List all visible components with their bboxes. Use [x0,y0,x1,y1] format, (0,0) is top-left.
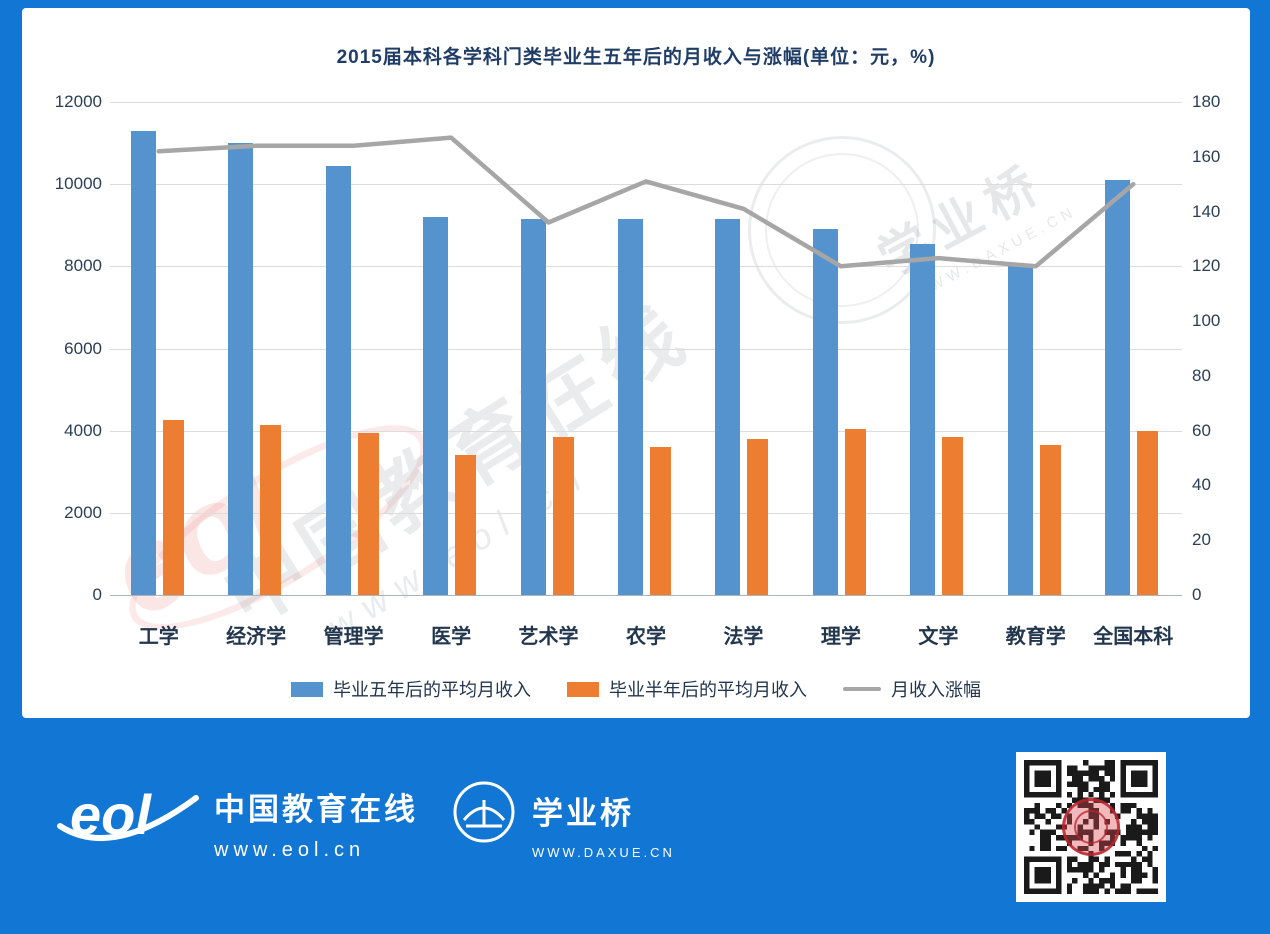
left-axis-tick: 12000 [54,92,102,111]
qr-red-seal [1062,798,1120,856]
gridline [110,184,1182,186]
category-label: 教育学 [1005,626,1066,648]
legend-item: 毕业五年后的平均月收入 [291,676,531,702]
gridline [110,102,1182,103]
bar-half-year-income [162,420,184,595]
right-axis-tick: 100 [1192,311,1221,331]
eol-brand-block: 中国教育在线 www.eol.cn [214,784,418,862]
category-label: 工学 [138,626,179,648]
bridge-brand-url: WWW.DAXUE.CN [532,845,675,860]
right-axis-tick: 80 [1192,365,1211,385]
bridge-brand-name: 学业桥 [532,796,634,831]
category-label: 理学 [820,626,861,648]
eol-brand-url: www.eol.cn [214,839,366,861]
legend-swatch [291,681,323,697]
left-axis: 12000 10000 8000 6000 4000 2000 0 [22,92,102,604]
left-axis-tick: 2000 [64,502,102,522]
bar-five-year-income [1007,264,1033,595]
plot-area [110,102,1182,596]
bar-five-year-income [715,219,741,595]
left-axis-tick: 8000 [64,256,102,276]
eol-logo-swoosh [57,795,199,841]
category-label: 全国本科 [1093,626,1174,648]
bar-half-year-income [1039,445,1061,595]
bar-half-year-income [747,438,769,595]
bar-half-year-income [844,428,866,595]
bar-five-year-income [1105,180,1131,595]
legend-item: 毕业半年后的平均月收入 [567,676,807,702]
gridline [110,595,1182,596]
gridline [110,348,1182,350]
bar-five-year-income [520,219,546,595]
legend-label: 毕业半年后的平均月收入 [609,680,807,700]
category-label: 农学 [625,626,666,648]
bar-half-year-income [650,447,671,595]
footer-bar: eol 中国教育在线 www.eol.cn 学业桥 WWW.DAXUE.CN [0,718,1270,934]
gridline [110,512,1182,514]
chart-title: 2015届本科各学科门类毕业生五年后的月收入与涨幅(单位：元，%) [336,47,936,68]
bar-half-year-income [552,436,574,595]
left-axis-tick: 6000 [64,338,102,358]
right-axis-tick: 120 [1192,256,1221,276]
bridge-brand-block: 学业桥 WWW.DAXUE.CN [532,788,675,860]
bar-half-year-income [1137,430,1159,595]
category-label: 经济学 [226,626,287,648]
gridline [110,430,1182,432]
legend-label: 毕业五年后的平均月收入 [333,680,531,700]
bar-half-year-income [455,455,477,595]
chart-card: 2015届本科各学科门类毕业生五年后的月收入与涨幅(单位：元，%) eol 中国… [22,8,1250,718]
legend-label: 月收入涨幅 [891,680,981,700]
right-axis-tick: 180 [1192,92,1221,111]
qr-code [1016,752,1166,902]
category-label: 医学 [431,626,472,648]
right-axis-tick: 0 [1192,585,1202,604]
bar-half-year-income [357,432,379,595]
legend-item: 月收入涨幅 [843,676,981,702]
right-axis-tick: 40 [1192,475,1211,495]
bar-five-year-income [812,229,838,595]
right-axis-tick: 60 [1192,420,1211,440]
category-label: 管理学 [323,626,384,648]
left-axis-tick: 0 [92,585,102,604]
eol-brand-name: 中国教育在线 [214,792,418,827]
left-axis-tick: 10000 [54,174,102,194]
bar-half-year-income [942,436,964,595]
right-axis-tick: 140 [1192,201,1221,221]
right-axis: 180 160 140 120 100 80 60 40 20 0 [1192,92,1244,604]
x-axis-categories: 工学 经济学 管理学 医学 艺术学 农学 法学 理学 文学 教育学 全国本科 [110,620,1182,649]
chart-legend: 毕业五年后的平均月收入 毕业半年后的平均月收入 月收入涨幅 [22,676,1250,702]
bar-five-year-income [130,130,156,595]
bar-five-year-income [325,165,351,595]
bar-five-year-income [423,217,449,595]
right-axis-tick: 20 [1192,530,1211,550]
legend-swatch [843,687,881,691]
bar-half-year-income [260,424,282,595]
bar-five-year-income [228,143,254,595]
category-label: 艺术学 [518,626,579,648]
bar-five-year-income [618,219,643,595]
bridge-logo-icon [453,781,515,843]
legend-swatch [567,681,599,697]
bar-five-year-income [910,243,936,595]
left-axis-tick: 4000 [64,420,102,440]
category-label: 文学 [918,626,959,648]
right-axis-tick: 160 [1192,146,1221,166]
eol-logo: eol [57,783,199,846]
category-label: 法学 [723,626,764,648]
